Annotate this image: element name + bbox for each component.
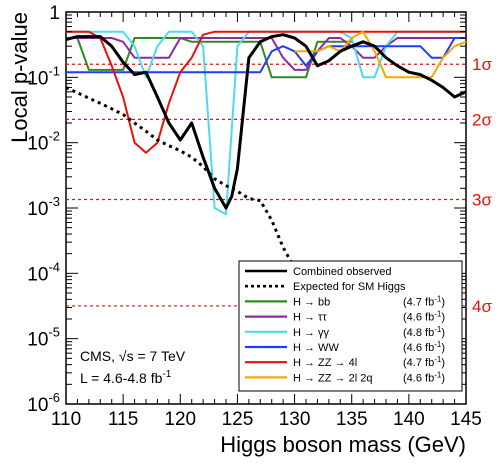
y-tick-label: 10-3 <box>27 194 60 220</box>
sigma-label-1: 1σ <box>472 55 492 74</box>
y-tick-label: 10-5 <box>27 325 60 351</box>
annotation-line1: CMS, √s = 7 TeV <box>80 348 186 364</box>
legend-lumi-4: (4.8 fb-1) <box>403 325 445 339</box>
legend-label-5: H → WW <box>293 342 339 354</box>
series-layer <box>65 30 467 335</box>
sigma-label-4: 4σ <box>472 297 492 316</box>
y-tick-label: 10-2 <box>27 129 60 155</box>
legend-entries: Combined observed Expected for SM Higgs H … <box>245 266 445 384</box>
legend: Combined observed Expected for SM Higgs H … <box>238 260 463 392</box>
x-tick-label: 110 <box>51 409 81 430</box>
tick-layer <box>65 11 467 405</box>
legend-label-6: H → ZZ → 4l <box>293 357 357 369</box>
legend-label-4: H → γγ <box>293 327 330 339</box>
legend-lumi-3: (4.6 fb-1) <box>403 310 445 324</box>
legend-lumi-2: (4.7 fb-1) <box>403 294 445 308</box>
legend-label-7: H → ZZ → 2l 2q <box>293 372 372 384</box>
y-tick-label: 10-1 <box>27 63 60 89</box>
x-tick-label: 120 <box>164 409 196 430</box>
x-tick-label: 115 <box>108 409 138 430</box>
legend-box <box>238 260 463 392</box>
y-axis-label: Local p-value <box>7 12 32 143</box>
x-tick-label: 130 <box>279 409 311 430</box>
x-tick-label: 125 <box>222 409 254 430</box>
x-tick-label: 135 <box>336 409 368 430</box>
legend-label-0: Combined observed <box>293 266 391 278</box>
x-tick-labels: 110 115 120 125 130 135 140 145 <box>51 409 482 430</box>
y-tick-label: 1 <box>49 3 60 24</box>
annotation-line2: L = 4.6-4.8 fb-1 <box>80 369 172 386</box>
y-tick-label: 10-4 <box>27 259 60 285</box>
y-tick-labels: 1 10-1 10-2 10-3 10-4 10-5 10-6 <box>27 3 60 416</box>
legend-lumi-5: (4.6 fb-1) <box>403 340 445 354</box>
legend-lumi-6: (4.7 fb-1) <box>403 355 445 369</box>
series-line-7 <box>294 30 467 79</box>
sigma-label-3: 3σ <box>472 190 492 209</box>
series-line-0 <box>65 33 467 210</box>
legend-label-2: H → bb <box>293 296 330 308</box>
legend-label-3: H → ττ <box>293 312 327 324</box>
series-line-6 <box>66 30 466 154</box>
sigma-label-2: 2σ <box>472 110 492 129</box>
legend-label-1: Expected for SM Higgs <box>293 281 406 293</box>
x-tick-label: 140 <box>393 409 425 430</box>
legend-lumi-7: (4.6 fb-1) <box>403 370 445 384</box>
x-tick-label: 145 <box>450 409 482 430</box>
y-tick-label: 10-6 <box>27 390 60 416</box>
x-axis-label: Higgs boson mass (GeV) <box>220 432 466 457</box>
